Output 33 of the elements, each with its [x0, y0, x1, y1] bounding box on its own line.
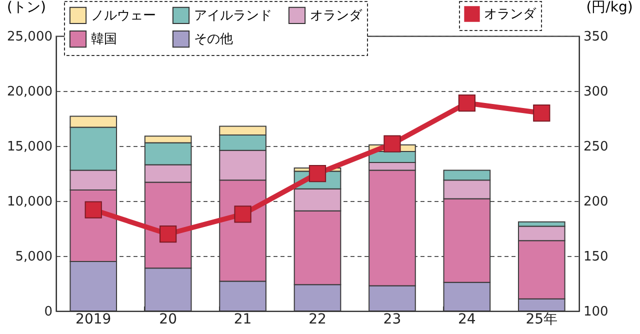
y-tick-label: 10,000 [7, 194, 52, 210]
point [533, 104, 550, 122]
y2-tick-label: 100 [584, 304, 608, 320]
point [458, 94, 476, 112]
point [160, 225, 177, 243]
legend-label: オランダ [484, 7, 537, 22]
y-tick-label: 0 [44, 304, 52, 320]
y2-tick-label: 150 [584, 250, 608, 264]
x-tick-label: 24 [458, 312, 476, 328]
y2-tick-label: 300 [584, 84, 608, 100]
y-tick-label: 5,000 [15, 250, 52, 264]
x-tick-label: 23 [383, 312, 402, 328]
point [84, 201, 102, 218]
legend-label: ノルウェー [91, 8, 156, 24]
legend-label: オランダ [310, 8, 363, 24]
y2-tick-label: 250 [584, 140, 608, 154]
y-tick-label: 25,000 [7, 30, 52, 44]
x-tick-label: 22 [308, 312, 326, 328]
point [384, 135, 401, 152]
legend-label: 韓国 [91, 32, 117, 47]
y-tick-label: 15,000 [7, 140, 52, 154]
x-tick-label: 20 [159, 312, 177, 328]
x-tick-label: 25年 [526, 312, 558, 328]
y2-axis-title: (円/kg) [586, 0, 633, 16]
x-tick-label: 2019 [76, 312, 112, 328]
legend-label: アイルランド [194, 8, 272, 24]
y-tick-label: 20,000 [7, 84, 52, 100]
y2-tick-label: 350 [584, 30, 608, 44]
y2-tick-label: 200 [584, 194, 608, 210]
y-axis-title: (トン) [7, 0, 46, 16]
legend-label: その他 [194, 32, 233, 47]
point [234, 206, 252, 223]
x-tick-label: 21 [234, 312, 252, 328]
